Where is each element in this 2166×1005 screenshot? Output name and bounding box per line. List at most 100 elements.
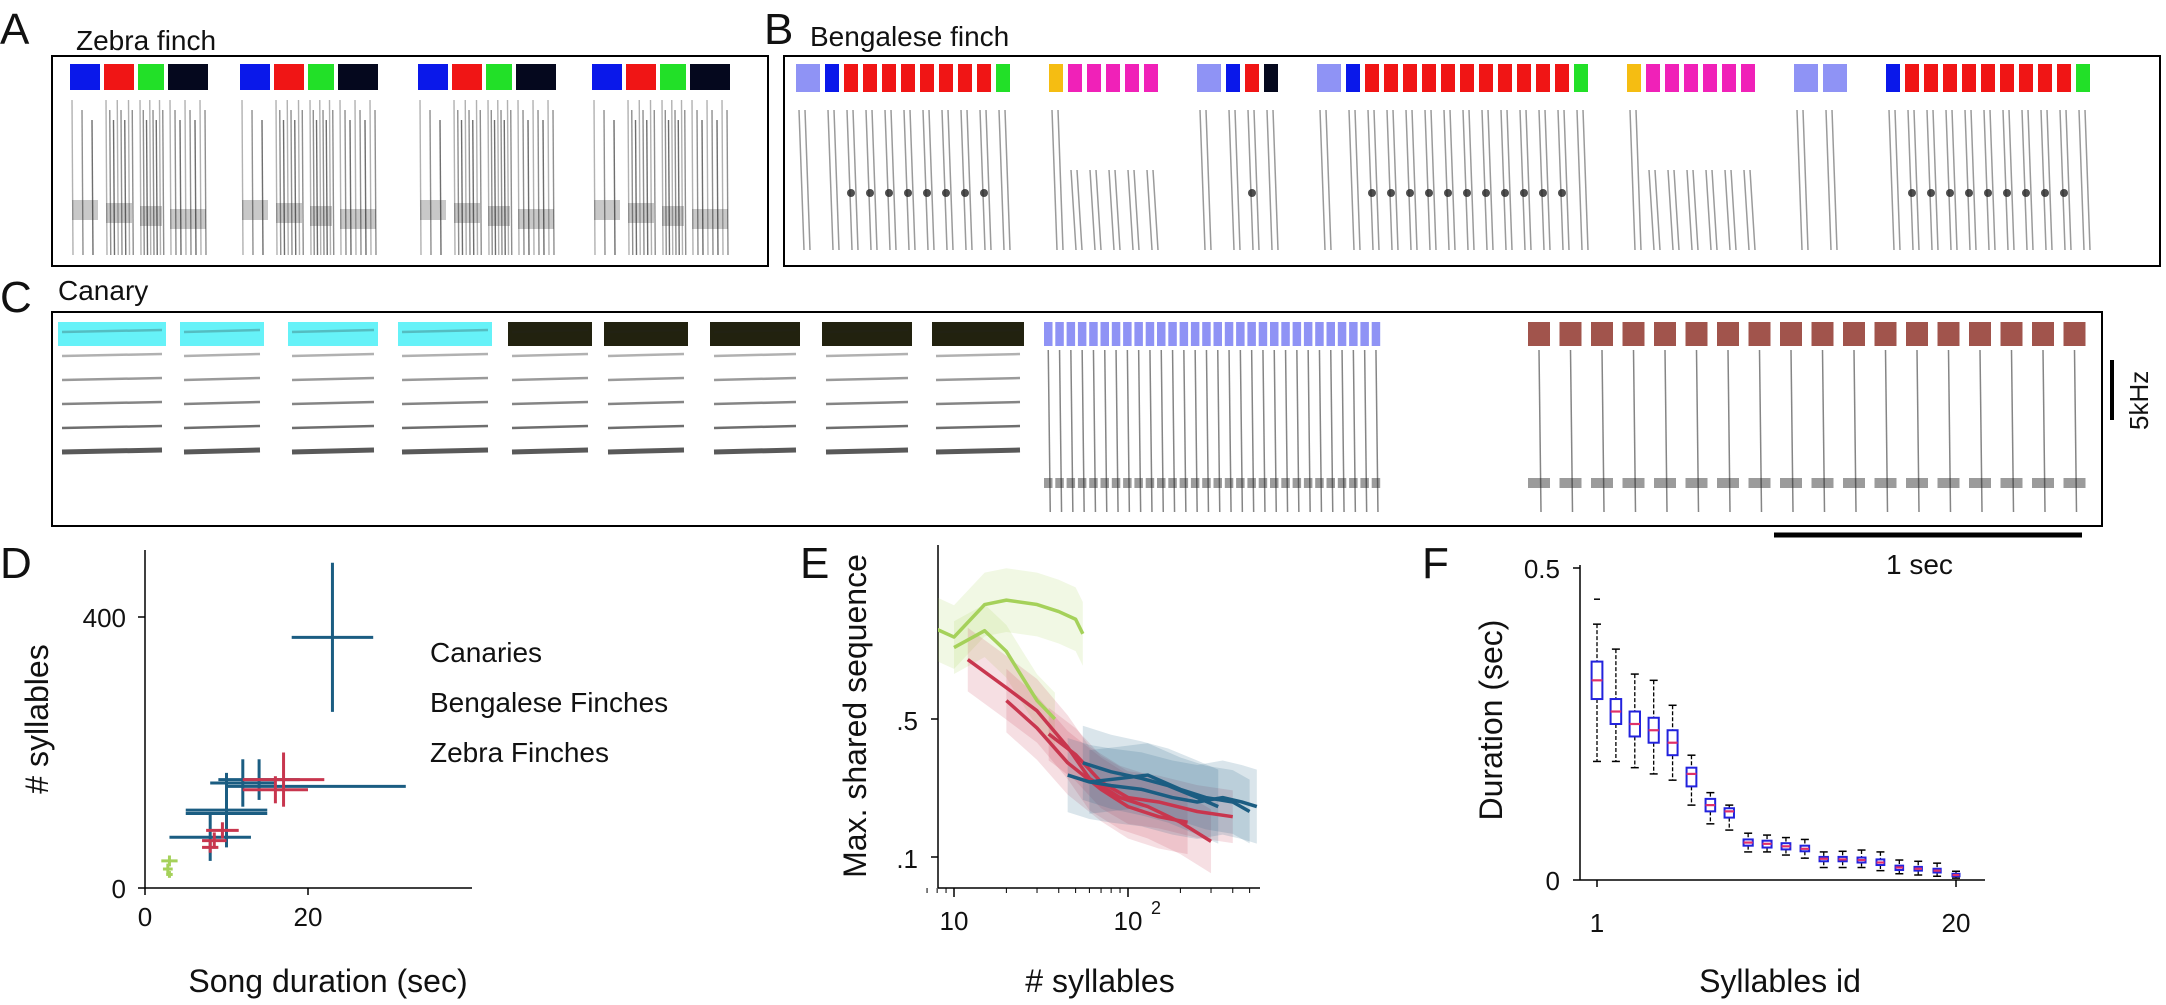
spectrogram-band xyxy=(1179,478,1189,488)
syllable-bar xyxy=(1823,64,1847,92)
spectrogram-band xyxy=(242,200,268,220)
spectrogram-note xyxy=(980,189,988,197)
e-ytick-05: .5 xyxy=(896,706,918,736)
syllable-bar xyxy=(1197,64,1221,92)
spectrogram-harmonic xyxy=(713,400,797,406)
spectrogram-stroke xyxy=(726,109,729,256)
panel-a-frame xyxy=(51,55,769,267)
e-y-axis-label: Max. shared sequence xyxy=(837,554,873,878)
spectrogram-harmonic xyxy=(825,447,909,455)
syllable-bar xyxy=(1811,322,1834,346)
spectrogram-stroke xyxy=(2010,349,2015,513)
spectrogram-stroke xyxy=(1945,109,1952,251)
spectrogram-band xyxy=(518,209,554,229)
spectrogram-stroke xyxy=(1171,349,1176,513)
spectrogram-stroke xyxy=(475,99,479,256)
spectrogram-stroke xyxy=(890,109,897,251)
spectrogram-band xyxy=(1315,478,1324,488)
spectrogram-stroke xyxy=(646,119,649,256)
spectrogram-stroke xyxy=(547,99,550,256)
spectrogram-stroke xyxy=(439,119,442,256)
syllable-bar xyxy=(796,64,820,92)
spectrogram-stroke xyxy=(1907,109,1914,251)
spectrogram-stroke xyxy=(1341,349,1345,513)
spectrogram-note xyxy=(2022,189,2030,197)
spectrogram-stroke xyxy=(301,109,304,256)
spectrogram-harmonic xyxy=(607,352,685,358)
spectrogram-harmonic xyxy=(511,447,589,455)
syllable-bar xyxy=(1202,322,1211,346)
spectrogram-stroke xyxy=(279,109,282,256)
spectrogram-stroke xyxy=(174,109,177,256)
spectrogram-stroke xyxy=(1519,109,1526,251)
spectrogram-stroke xyxy=(169,99,172,256)
spectrogram-stroke xyxy=(1133,169,1140,251)
spectrogram-stroke xyxy=(941,109,948,251)
syllable-bar xyxy=(825,64,839,92)
panel-b-frame xyxy=(783,55,2161,267)
syllable-bar xyxy=(288,322,378,346)
spectrogram-stroke xyxy=(846,109,853,251)
syllable-bar xyxy=(1123,322,1132,346)
spectrogram-stroke xyxy=(429,109,432,256)
spectrogram-stroke xyxy=(344,109,347,256)
syllable-bar xyxy=(308,64,334,90)
spectrogram-stroke xyxy=(419,99,422,256)
syllable-bar xyxy=(1685,322,1708,346)
spectrogram-harmonic xyxy=(713,447,797,455)
spectrogram-stroke xyxy=(1104,349,1108,513)
spectrogram-stroke xyxy=(1500,109,1507,251)
spectrogram-stroke xyxy=(328,99,332,256)
spectrogram-band xyxy=(1055,478,1064,488)
spectrogram-stroke xyxy=(1386,109,1393,251)
spectrogram-stroke xyxy=(105,99,108,256)
legend-canaries: Canaries xyxy=(430,637,542,668)
spectrogram-stroke xyxy=(966,109,973,251)
spectrogram-stroke xyxy=(706,99,709,256)
spectrogram-stroke xyxy=(241,99,244,256)
syllable-bar xyxy=(660,64,686,90)
panel-letter-f: F xyxy=(1422,539,1449,588)
spectrogram-band xyxy=(420,200,446,220)
spectrogram-stroke xyxy=(457,109,460,256)
spectrogram-stroke xyxy=(1262,349,1266,513)
spectrogram-stroke xyxy=(1307,349,1311,513)
spectrogram-stroke xyxy=(1152,169,1159,251)
spectrogram-stroke xyxy=(91,119,94,256)
spectrogram-stroke xyxy=(922,109,929,251)
spectrogram-stroke xyxy=(985,109,992,251)
f-xtick-1: 1 xyxy=(1590,908,1604,938)
spectrogram-stroke xyxy=(109,109,112,256)
spectrogram-stroke xyxy=(493,119,497,256)
spectrogram-stroke xyxy=(1126,349,1131,513)
e-series-line xyxy=(1005,699,1188,824)
syllable-bar xyxy=(901,64,915,92)
spectrogram-stroke xyxy=(1183,349,1187,513)
syllable-bar xyxy=(1722,64,1736,92)
spectrogram-stroke xyxy=(319,99,322,256)
spectrogram-stroke xyxy=(1266,109,1273,251)
spectrogram-stroke xyxy=(1239,349,1244,513)
spectrogram-stroke xyxy=(2042,349,2046,513)
spectrogram-stroke xyxy=(1481,109,1488,251)
spectrogram-stroke xyxy=(871,109,878,251)
spectrogram-stroke xyxy=(1635,109,1642,251)
syllable-bar xyxy=(1460,64,1474,92)
panel-letter-d: D xyxy=(0,539,32,588)
spectrogram-stroke xyxy=(664,109,667,256)
syllable-bar xyxy=(1068,64,1082,92)
spectrogram-stroke xyxy=(1951,109,1958,251)
syllable-bar xyxy=(1247,322,1256,346)
syllable-bar xyxy=(932,322,1024,346)
syllable-bar xyxy=(2032,322,2054,346)
e-x-axis-label: # syllables xyxy=(1025,963,1174,999)
spectrogram-harmonic xyxy=(825,328,909,334)
spectrogram-stroke xyxy=(127,99,131,256)
spectrogram-note xyxy=(1558,189,1566,197)
spectrogram-stroke xyxy=(2059,109,2066,251)
syllable-bar xyxy=(592,64,622,90)
spectrogram-band xyxy=(1123,478,1132,488)
spectrogram-harmonic xyxy=(291,400,375,406)
spectrogram-note xyxy=(923,189,931,197)
panel-letter-b: B xyxy=(764,5,793,54)
